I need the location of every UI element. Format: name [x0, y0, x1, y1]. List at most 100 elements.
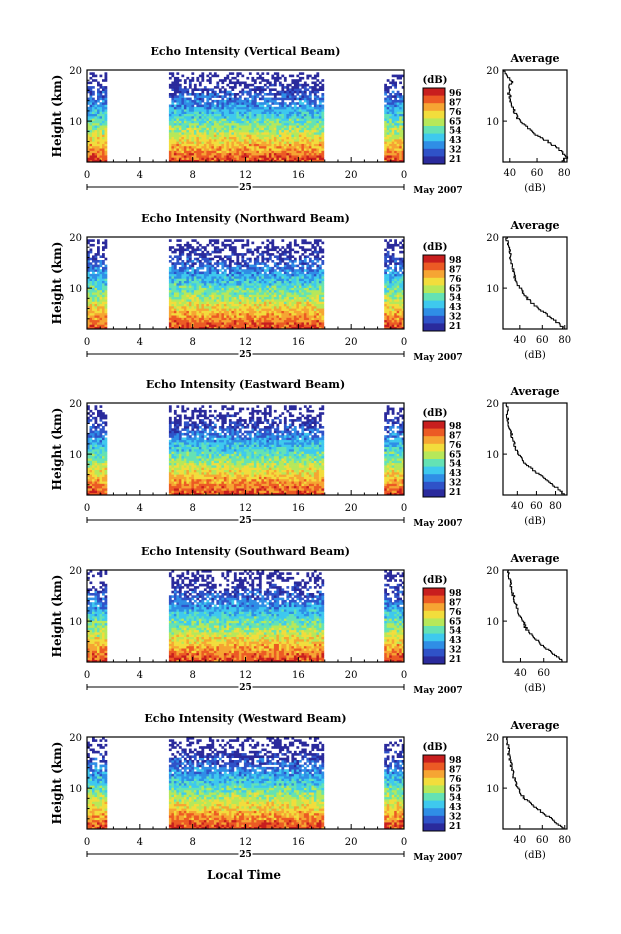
heatmap-cell	[306, 311, 309, 314]
heatmap-cell	[181, 130, 184, 133]
heatmap-cell	[397, 95, 400, 98]
heatmap-cell	[394, 139, 397, 142]
heatmap-cell	[254, 308, 257, 311]
heatmap-cell	[211, 102, 214, 105]
heatmap-cell	[231, 82, 234, 85]
heatmap-cell	[276, 304, 279, 307]
heatmap-cell	[236, 262, 239, 265]
heatmap-cell	[219, 134, 222, 137]
heatmap-cell	[284, 109, 287, 112]
heatmap-cell	[294, 86, 297, 89]
heatmap-cell	[176, 105, 179, 108]
heatmap-cell	[102, 322, 105, 325]
heatmap-cell	[284, 295, 287, 298]
heatmap-cell	[269, 116, 272, 119]
heatmap-cell	[174, 88, 177, 91]
heatmap-cell	[291, 278, 294, 281]
heatmap-cell	[274, 134, 277, 137]
heatmap-cell	[321, 84, 324, 87]
heatmap-cell	[214, 130, 217, 133]
heatmap-cell	[216, 285, 219, 288]
heatmap-cell	[174, 139, 177, 142]
heatmap-cell	[271, 155, 274, 158]
heatmap-cell	[239, 276, 242, 279]
heatmap-cell	[274, 276, 277, 279]
heatmap-cell	[194, 111, 197, 114]
heatmap-cell	[289, 157, 292, 160]
heatmap-cell	[281, 297, 284, 300]
heatmap-cell	[174, 281, 177, 284]
heatmap-cell	[319, 267, 322, 270]
heatmap-cell	[174, 118, 177, 121]
heatmap-cell	[249, 304, 252, 307]
heatmap-cell	[206, 295, 209, 298]
heatmap-cell	[299, 272, 302, 275]
heatmap-cell	[387, 88, 390, 91]
heatmap-cell	[301, 311, 304, 314]
heatmap-cell	[271, 308, 274, 311]
heatmap-cell	[244, 128, 247, 131]
heatmap-cell	[306, 295, 309, 298]
heatmap-cell	[224, 274, 227, 277]
heatmap-cell	[264, 153, 267, 156]
profile-x-tick-label: 60	[531, 168, 544, 179]
profile-title: Average	[509, 52, 559, 65]
heatmap-cell	[226, 102, 229, 105]
heatmap-cell	[289, 258, 292, 261]
heatmap-cell	[216, 301, 219, 304]
heatmap-cell	[196, 308, 199, 311]
heatmap-cell	[289, 292, 292, 295]
heatmap-cell	[304, 295, 307, 298]
heatmap-cell	[171, 306, 174, 309]
heatmap-cell	[261, 95, 264, 98]
heatmap-cell	[299, 278, 302, 281]
heatmap-cell	[251, 288, 254, 291]
heatmap-cell	[261, 276, 264, 279]
heatmap-cell	[92, 292, 95, 295]
heatmap-cell	[199, 82, 202, 85]
heatmap-cell	[236, 253, 239, 256]
heatmap-cell	[309, 111, 312, 114]
heatmap-cell	[209, 128, 212, 131]
heatmap-cell	[209, 130, 212, 133]
heatmap-cell	[269, 292, 272, 295]
heatmap-cell	[397, 123, 400, 126]
heatmap-cell	[179, 102, 182, 105]
heatmap-cell	[179, 88, 182, 91]
heatmap-cell	[266, 246, 269, 249]
heatmap-cell	[194, 88, 197, 91]
heatmap-cell	[314, 313, 317, 316]
heatmap-cell	[184, 265, 187, 268]
heatmap-cell	[306, 267, 309, 270]
heatmap-cell	[271, 272, 274, 275]
heatmap-cell	[266, 109, 269, 112]
heatmap-cell	[316, 272, 319, 275]
heatmap-cell	[171, 128, 174, 131]
heatmap-cell	[209, 292, 212, 295]
heatmap-cell	[301, 134, 304, 137]
heatmap-cell	[309, 95, 312, 98]
heatmap-cell	[254, 118, 257, 121]
heatmap-cell	[92, 157, 95, 160]
heatmap-cell	[229, 324, 232, 327]
heatmap-cell	[229, 301, 232, 304]
heatmap-cell	[224, 255, 227, 258]
heatmap-cell	[184, 91, 187, 94]
heatmap-cell	[221, 322, 224, 325]
heatmap-cell	[219, 299, 222, 302]
heatmap-cell	[306, 151, 309, 154]
heatmap-cell	[301, 315, 304, 318]
heatmap-cell	[97, 320, 100, 323]
heatmap-cell	[184, 146, 187, 149]
heatmap-cell	[226, 93, 229, 96]
heatmap-cell	[316, 318, 319, 321]
heatmap-cell	[199, 100, 202, 103]
heatmap-cell	[399, 137, 402, 140]
heatmap-cell	[311, 125, 314, 128]
heatmap-cell	[100, 255, 103, 258]
heatmap-cell	[279, 93, 282, 96]
heatmap-cell	[239, 91, 242, 94]
heatmap-cell	[224, 272, 227, 275]
heatmap-cell	[95, 137, 98, 140]
heatmap-cell	[204, 146, 207, 149]
